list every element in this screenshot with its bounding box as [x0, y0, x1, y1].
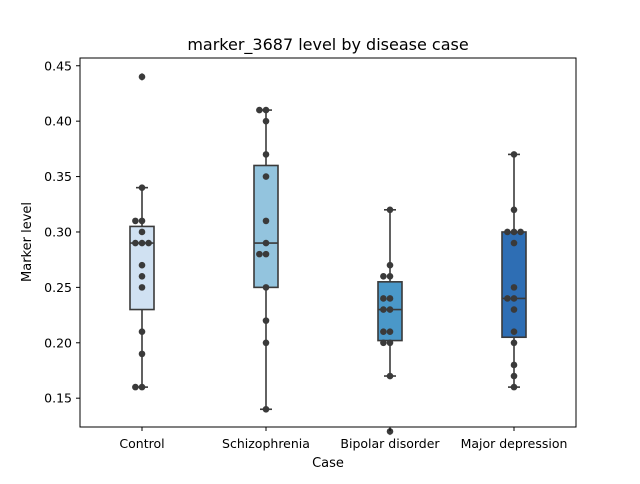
- data-point: [138, 350, 146, 358]
- data-point: [380, 295, 387, 302]
- data-point: [510, 206, 518, 214]
- data-point: [138, 261, 146, 269]
- swarm-group-2: [380, 206, 394, 435]
- data-point: [510, 306, 518, 313]
- data-point: [380, 339, 387, 347]
- data-point: [262, 339, 270, 347]
- y-tick-label: 0.25: [44, 280, 72, 295]
- data-point: [510, 361, 518, 369]
- data-point: [138, 228, 146, 236]
- box-group-2: [377, 209, 403, 436]
- chart-title: marker_3687 level by disease case: [187, 35, 468, 55]
- data-point: [132, 239, 139, 247]
- data-point: [256, 250, 263, 258]
- data-point: [262, 217, 270, 225]
- data-point: [510, 372, 518, 380]
- swarm-group-3: [504, 151, 524, 391]
- y-tick-label: 0.30: [44, 224, 72, 239]
- data-point: [386, 306, 394, 313]
- swarm-group-1: [256, 106, 270, 413]
- data-point: [380, 328, 387, 336]
- y-tick-label: 0.15: [44, 391, 72, 406]
- data-point: [386, 428, 394, 435]
- data-point: [262, 151, 270, 158]
- data-point: [256, 106, 263, 114]
- data-point: [380, 272, 387, 280]
- data-point: [262, 317, 270, 324]
- data-point: [262, 173, 270, 180]
- data-point: [504, 295, 511, 302]
- data-point: [386, 261, 394, 269]
- swarm-group-0: [132, 73, 152, 391]
- data-point: [262, 106, 270, 114]
- y-axis-label: Marker level: [20, 202, 35, 282]
- data-point: [138, 217, 146, 225]
- data-point: [145, 239, 152, 247]
- plot-area: [129, 72, 527, 436]
- data-point: [386, 372, 394, 380]
- data-point: [138, 73, 146, 81]
- data-point: [510, 239, 518, 247]
- data-point: [138, 184, 146, 191]
- box-group-3: [501, 153, 527, 388]
- y-tick-label: 0.45: [44, 58, 72, 73]
- x-axis-label: Case: [312, 456, 344, 471]
- data-point: [510, 284, 518, 291]
- data-point: [386, 272, 394, 280]
- data-point: [510, 295, 518, 302]
- data-point: [517, 228, 524, 236]
- data-point: [262, 239, 270, 247]
- data-point: [380, 306, 387, 313]
- y-tick-label: 0.20: [44, 335, 72, 350]
- data-point: [138, 284, 146, 291]
- data-point: [138, 272, 146, 280]
- data-point: [386, 339, 394, 347]
- data-point: [510, 228, 518, 236]
- data-point: [386, 328, 394, 336]
- plot-frame: [79, 57, 577, 428]
- data-point: [386, 206, 394, 214]
- x-tick-label: Bipolar disorder: [340, 436, 440, 451]
- x-axis: Control Schizophrenia Bipolar disorder Majo…: [119, 427, 567, 451]
- x-tick-label: Control: [119, 436, 164, 451]
- data-point: [138, 383, 146, 391]
- data-point: [262, 250, 270, 258]
- x-tick-label: Schizophrenia: [222, 436, 310, 451]
- y-axis: 0.15 0.20 0.25 0.30 0.35 0.40 0.45: [44, 58, 80, 406]
- data-point: [510, 339, 518, 347]
- data-point: [504, 228, 511, 236]
- data-point: [132, 217, 139, 225]
- data-point: [132, 383, 139, 391]
- data-point: [138, 328, 146, 336]
- box-iqr: [253, 164, 279, 289]
- data-point: [262, 405, 270, 413]
- data-point: [510, 383, 518, 391]
- y-tick-label: 0.40: [44, 114, 72, 129]
- y-tick-label: 0.35: [44, 169, 72, 184]
- data-point: [510, 328, 518, 336]
- data-point: [262, 284, 270, 291]
- x-tick-label: Major depression: [461, 436, 568, 451]
- data-point: [510, 151, 518, 158]
- data-point: [386, 295, 394, 302]
- data-point: [262, 117, 270, 125]
- data-point: [138, 239, 146, 247]
